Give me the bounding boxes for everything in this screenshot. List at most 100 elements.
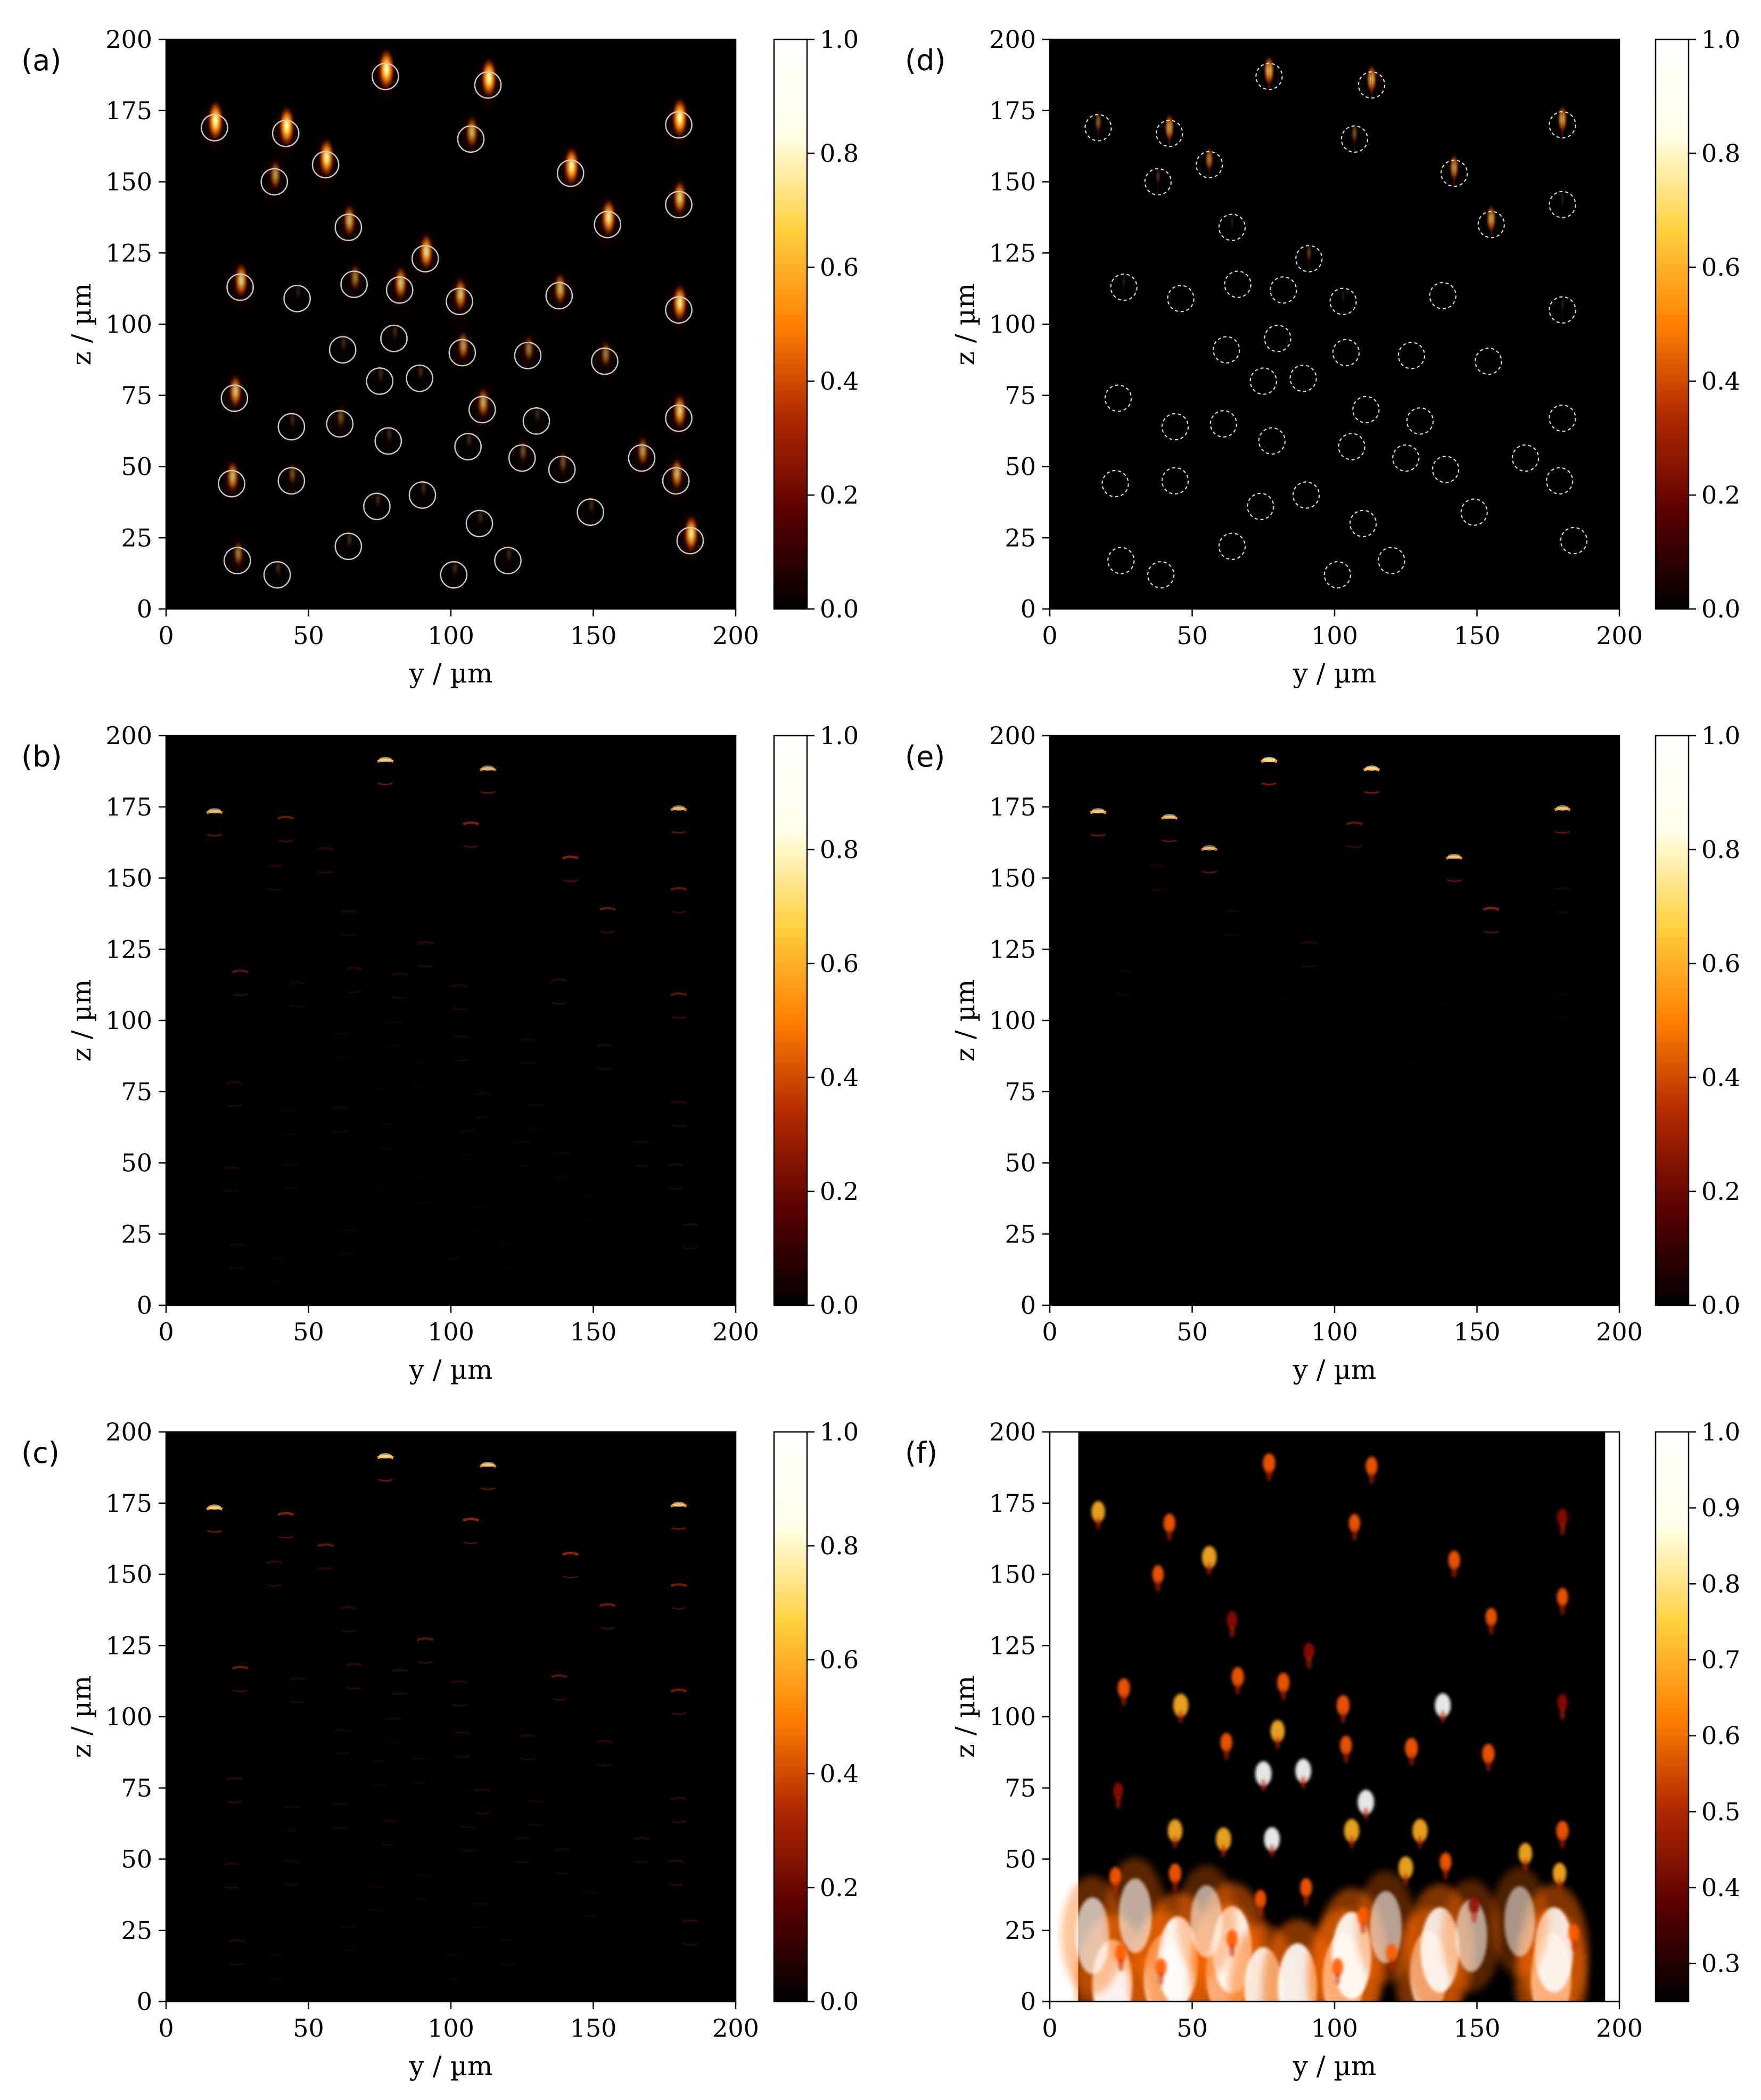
x-tick-label: 200 <box>712 621 759 650</box>
scatter-arc-bottom <box>369 1212 384 1216</box>
scatter-arc-bottom <box>224 1189 240 1193</box>
scatter-tail <box>1306 1656 1312 1669</box>
hotspot <box>1455 1899 1487 1972</box>
scatter-peak <box>636 435 649 466</box>
scatter-arc-top <box>371 1760 388 1764</box>
y-tick-label: 0 <box>1021 1987 1036 2016</box>
scatter-arc-bottom <box>597 1067 612 1070</box>
particle-outline <box>1511 444 1540 472</box>
x-tick-label: 50 <box>293 1317 324 1346</box>
scatter-arc-top <box>269 1954 286 1957</box>
scatter-arc-top <box>562 855 579 860</box>
scatter-arc-bottom <box>1162 839 1177 843</box>
scatter-tail <box>1261 1779 1266 1792</box>
x-tick-label: 200 <box>712 2014 759 2043</box>
y-tick-label: 50 <box>121 452 152 481</box>
scatter-peak <box>342 203 356 237</box>
x-tick-label: 150 <box>570 1317 617 1346</box>
scatter-arc-bottom <box>284 1132 299 1136</box>
y-tick-label: 50 <box>1005 1149 1036 1177</box>
scatter-arc-top <box>554 1848 571 1852</box>
particle-outline <box>665 404 693 432</box>
scatter-arc-bottom <box>278 1535 293 1539</box>
colorbar-tick-label: 1.0 <box>820 25 859 54</box>
scatter-tail <box>1266 1468 1272 1481</box>
particle-outline <box>465 509 493 538</box>
scatter-tail <box>1280 1687 1286 1701</box>
scatter-arc-top <box>391 972 408 976</box>
scatter-tail <box>1158 1972 1164 1986</box>
scatter-blob <box>1398 1856 1413 1879</box>
scatter-blob <box>1344 1819 1360 1842</box>
y-tick-label: 125 <box>989 238 1036 267</box>
scatter-arc-top <box>681 1223 698 1227</box>
scatter-arc-top <box>1115 969 1132 974</box>
particle-outline <box>1352 396 1380 424</box>
x-tick-label: 100 <box>427 2014 474 2043</box>
colorbar-tick-label: 0.2 <box>820 1873 859 1902</box>
scatter-arc-bottom <box>460 1849 476 1852</box>
scatter-blob <box>1348 1513 1361 1533</box>
y-tick-label: 150 <box>105 168 152 196</box>
scatter-tail <box>1560 1522 1565 1536</box>
scatter-peak <box>1305 243 1313 262</box>
y-tick-label: 75 <box>121 381 152 410</box>
y-axis-label: z / µm <box>66 1676 97 1758</box>
scatter-peak <box>1365 765 1378 771</box>
scatter-peak <box>418 233 434 270</box>
scatter-tail <box>1571 1938 1577 1951</box>
scatter-peak <box>465 430 473 449</box>
scatter-arc-bottom <box>233 1689 248 1693</box>
scatter-arc-top <box>331 1106 348 1110</box>
hotspot <box>1504 1886 1535 1957</box>
scatter-arc-top <box>528 1800 545 1803</box>
scatter-arc-top <box>670 1100 687 1105</box>
y-tick-label: 200 <box>105 25 152 54</box>
scatter-peak <box>1340 287 1346 303</box>
scatter-peak <box>1229 213 1235 229</box>
particle-outline <box>260 168 289 196</box>
scatter-peak <box>288 410 297 429</box>
particle-outline <box>1218 532 1246 561</box>
scatter-arc-bottom <box>341 1252 356 1255</box>
scatter-arc-bottom <box>671 1527 687 1530</box>
scatter-arc-bottom <box>386 1044 402 1048</box>
scatter-arc-top <box>226 1777 243 1781</box>
scatter-arc-bottom <box>1335 1007 1351 1010</box>
scatter-blob <box>1263 1453 1276 1473</box>
particle-outline <box>1195 151 1223 179</box>
scatter-peak <box>553 272 567 305</box>
colorbar-tick-label: 0.0 <box>1701 595 1740 623</box>
y-tick-label: 75 <box>121 1077 152 1106</box>
scatter-tail <box>1172 1879 1178 1892</box>
panel-label: (c) <box>21 1436 60 1470</box>
colorbar-tick-label: 0.7 <box>1701 1645 1740 1674</box>
y-axis-label: z / µm <box>66 283 97 366</box>
scatter-arc-bottom <box>671 1124 687 1127</box>
x-tick-label: 0 <box>1042 1317 1057 1346</box>
scatter-tail <box>1229 1625 1235 1638</box>
scatter-peak <box>563 146 580 186</box>
scatter-arc-bottom <box>229 1266 245 1270</box>
scatter-arc-top <box>283 1805 300 1809</box>
x-axis-label: y / µm <box>409 658 493 689</box>
particle-outline <box>1549 111 1576 139</box>
scatter-arc-top <box>391 1668 408 1673</box>
scatter-blob <box>1155 1958 1167 1977</box>
scatter-arc-bottom <box>554 1175 570 1179</box>
y-tick-label: 100 <box>105 1702 152 1731</box>
scatter-arc-top <box>471 1902 488 1906</box>
scatter-arc-bottom <box>335 1056 350 1059</box>
scatter-arc-bottom <box>369 1908 384 1912</box>
colorbar-tick-label: 0.0 <box>820 1291 859 1320</box>
scatter-arc-bottom <box>417 965 433 968</box>
colorbar-tick-label: 0.8 <box>820 1531 859 1560</box>
x-tick-label: 100 <box>427 1317 474 1346</box>
y-tick-label: 25 <box>1005 1916 1036 1945</box>
colorbar-tick-label: 1.0 <box>820 721 859 750</box>
y-tick-label: 150 <box>989 864 1036 893</box>
scatter-peak <box>670 457 684 490</box>
colorbar-gradient <box>773 38 808 610</box>
x-tick-label: 0 <box>158 621 174 650</box>
